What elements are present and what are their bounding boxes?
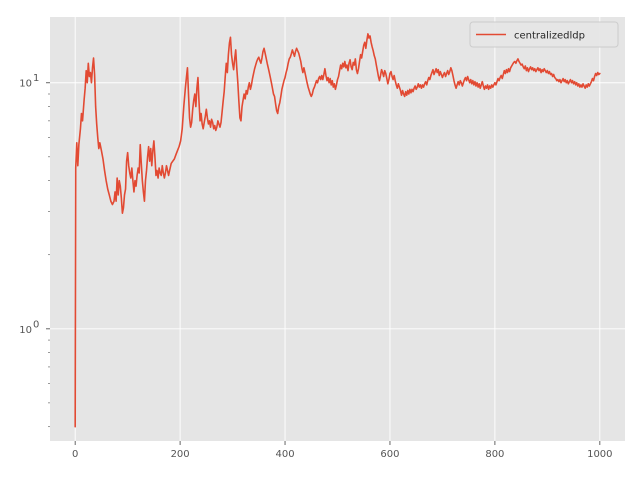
y-minor-ticks xyxy=(48,93,50,428)
legend-box xyxy=(469,21,619,48)
x-tick-label-0: 0 xyxy=(72,449,78,460)
y-tick-exponent-1: 1 xyxy=(33,73,39,84)
x-tick-label-800: 800 xyxy=(485,449,504,460)
x-tick-label-400: 400 xyxy=(275,449,294,460)
series-line-centralizedldp xyxy=(74,33,601,428)
y-tick-label-1: 10 xyxy=(19,79,32,90)
x-tick-label-600: 600 xyxy=(380,449,399,460)
y-tick-label-0: 10 xyxy=(19,325,32,336)
x-axis: 0 200 400 600 800 1000 xyxy=(72,441,613,460)
legend-label-centralizedldp: centralizedldp xyxy=(514,31,585,42)
x-tick-label-1000: 1000 xyxy=(587,449,612,460)
legend: centralizedldp xyxy=(469,21,619,48)
series-layer xyxy=(74,33,601,428)
plot-area xyxy=(50,17,625,441)
x-tick-label-200: 200 xyxy=(171,449,190,460)
y-tick-exponent-0: 0 xyxy=(33,319,39,330)
